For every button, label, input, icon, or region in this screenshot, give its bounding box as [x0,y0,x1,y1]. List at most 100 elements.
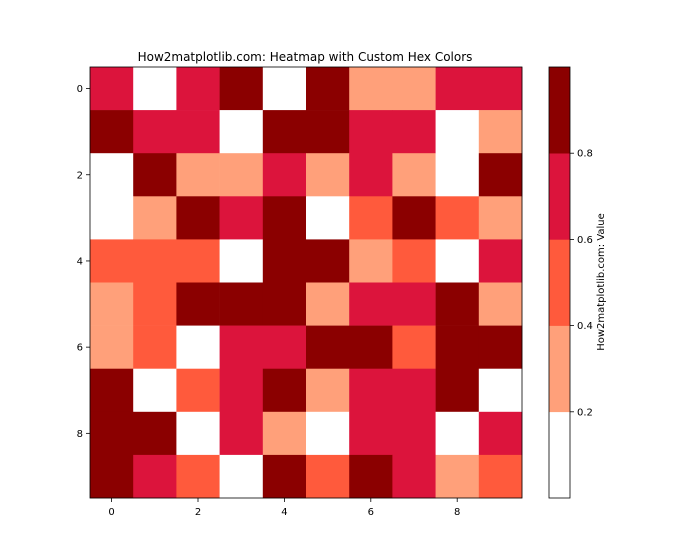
heatmap-cell [262,239,307,283]
heatmap-cell [90,454,134,499]
x-tick-label: 0 [108,507,114,518]
y-tick-label: 8 [77,429,83,440]
heatmap-cell [262,196,307,240]
heatmap-cell [219,67,264,111]
heatmap-cell [392,411,436,456]
colorbar-segment [549,67,570,154]
x-tick-label: 4 [281,507,287,518]
heatmap-cell [90,282,134,326]
heatmap-cell [392,325,436,369]
heatmap-cell [90,368,134,413]
heatmap-cell [478,454,523,499]
y-axis: 0 2 4 6 8 [77,84,90,440]
colorbar-segment [549,411,570,499]
heatmap-cell [262,67,307,111]
heatmap-cell [478,239,523,283]
heatmap-cell [219,239,264,283]
colorbar-frame [548,66,571,499]
heatmap-cell [306,239,350,283]
x-axis: 0 2 4 6 8 [108,498,460,518]
heatmap-cell [349,196,393,240]
heatmap-cell [478,153,523,197]
colorbar-segment [549,239,570,326]
heatmap-cell [392,110,436,154]
heatmap-cell [133,325,177,369]
heatmap-cell [176,67,220,111]
heatmap-cell [478,282,523,326]
heatmap-cell [392,153,436,197]
heatmap-cell [176,153,220,197]
colorbar-segment [549,325,570,413]
heatmap-cell [306,67,350,111]
heatmap-cell [176,411,220,456]
plot-frame [89,66,523,499]
heatmap-cell [176,282,220,326]
heatmap-cell [262,368,307,413]
y-tick-label: 6 [77,343,83,354]
heatmap-cell [219,110,264,154]
heatmap-cell [306,110,350,154]
heatmap-cell [349,239,393,283]
heatmap-cell [306,196,350,240]
heatmap-cell [90,110,134,154]
heatmap-cell [435,368,480,413]
heatmap-cell [349,454,393,499]
heatmap-cell [306,153,350,197]
heatmap-cell [262,325,307,369]
heatmap-cell [478,411,523,456]
y-tick-label: 0 [77,84,83,95]
heatmap-cell [176,239,220,283]
heatmap-cell [392,282,436,326]
heatmap-cell [90,411,134,456]
colorbar-tick-label: 0.2 [577,407,593,418]
x-tick-label: 8 [454,507,460,518]
heatmap-cell [219,411,264,456]
heatmap-cell [262,454,307,499]
heatmap-cell [176,196,220,240]
heatmap-cell [435,239,480,283]
heatmap-cell [435,454,480,499]
heatmap-cell [262,282,307,326]
heatmap-cell [133,454,177,499]
heatmap-cell [133,67,177,111]
y-tick-label: 2 [77,170,83,181]
colorbar-tick-label: 0.6 [577,235,593,246]
colorbar-tick-label: 0.8 [577,149,593,160]
heatmap-cell [478,67,523,111]
heatmap-cell [435,196,480,240]
heatmap-cell [435,282,480,326]
heatmap-cell [392,454,436,499]
heatmap-cell [435,325,480,369]
heatmap-cell [392,67,436,111]
heatmap-cell [478,196,523,240]
heatmap-cell [133,282,177,326]
y-tick-label: 4 [77,256,83,267]
heatmap-cell [349,282,393,326]
chart-title: How2matplotlib.com: Heatmap with Custom … [138,50,473,64]
heatmap-cell [219,368,264,413]
heatmap-cell [306,325,350,369]
heatmap-cell [219,325,264,369]
heatmap-cell [133,110,177,154]
heatmap-cell [435,411,480,456]
heatmap-cell [90,239,134,283]
colorbar-tick-label: 0.4 [577,321,593,332]
heatmap-cell [435,153,480,197]
heatmap-cell [133,368,177,413]
heatmap-cell [176,368,220,413]
heatmap-cell [133,196,177,240]
x-tick-label: 2 [195,507,201,518]
heatmap-cell [478,325,523,369]
colorbar-label: How2matplotlib.com: Value [596,213,607,351]
colorbar-segment [549,153,570,240]
heatmap-cell [392,239,436,283]
heatmap-cell [306,411,350,456]
heatmap-cell [392,368,436,413]
heatmap-cell [219,196,264,240]
heatmap-cell [262,110,307,154]
heatmap-cell [219,454,264,499]
heatmap-cell [90,196,134,240]
heatmap-cell [349,110,393,154]
heatmap-cell [133,239,177,283]
colorbar: 0.2 0.4 0.6 0.8 [548,66,593,499]
